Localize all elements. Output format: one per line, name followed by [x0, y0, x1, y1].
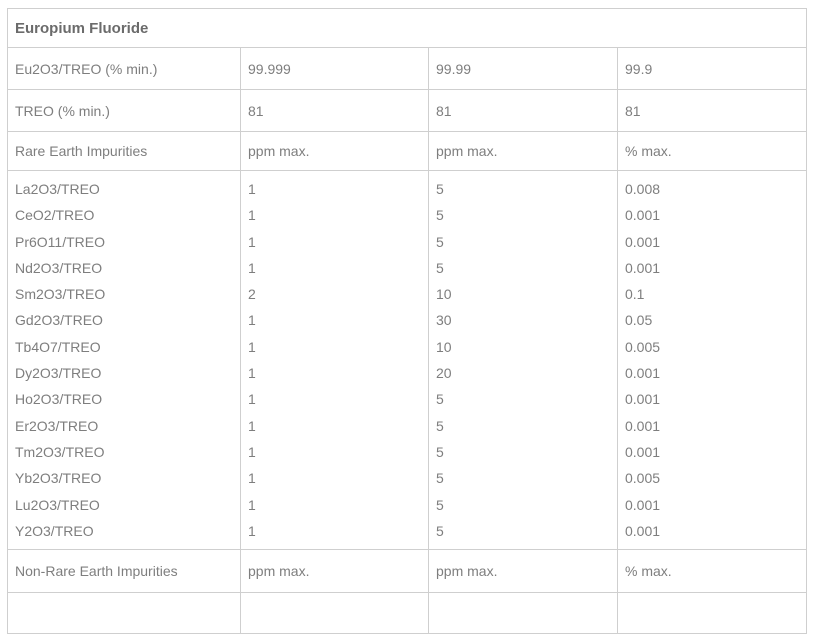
impurity-value: 0.001: [625, 391, 661, 408]
cell-value: 81: [240, 89, 429, 132]
impurity-value: 5: [436, 259, 444, 276]
impurity-value: 0.008: [625, 181, 661, 197]
impurity-value: 0.001: [625, 522, 661, 539]
impurity-value: 0.001: [625, 207, 661, 224]
table-row: Europium Fluoride: [6, 8, 808, 48]
impurity-value: 10: [436, 286, 452, 303]
table-title: Europium Fluoride: [6, 8, 808, 48]
impurity-value: 2: [248, 286, 256, 303]
impurity-name: Y2O3/TREO: [15, 522, 94, 539]
impurity-value: 1: [248, 312, 256, 329]
table-row: Non-Rare Earth Impurities ppm max. ppm m…: [7, 549, 808, 594]
impurity-value: 0.001: [625, 443, 661, 460]
row-label: TREO (% min.): [7, 89, 241, 132]
cell-value: 81: [428, 89, 618, 132]
empty-cell: [428, 592, 618, 634]
impurity-name: Tb4O7/TREO: [15, 338, 101, 355]
impurity-value: 0.001: [625, 417, 661, 434]
impurity-value: 5: [436, 181, 444, 197]
impurity-value: 1: [248, 496, 256, 513]
impurities-block-row: La2O3/TREO CeO2/TREO Pr6O11/TREO Nd2O3/TREO…: [7, 169, 808, 551]
impurity-value: 1: [248, 338, 256, 355]
impurity-value: 5: [436, 233, 444, 250]
impurity-value: 0.005: [625, 470, 661, 487]
impurity-value: 5: [436, 207, 444, 224]
europium-fluoride-spec-table: Europium Fluoride Eu2O3/TREO (% min.) 99…: [6, 8, 808, 634]
impurity-name: Dy2O3/TREO: [15, 365, 102, 382]
group-header-label: Non-Rare Earth Impurities: [7, 549, 241, 594]
unit-header: % max.: [616, 549, 808, 594]
impurity-value: 0.001: [625, 233, 661, 250]
unit-header: % max.: [616, 131, 808, 171]
cell-value: 99.999: [240, 47, 429, 90]
impurity-value: 0.005: [625, 338, 661, 355]
impurity-value: 5: [436, 496, 444, 513]
impurity-value: 10: [436, 338, 452, 355]
unit-header: ppm max.: [240, 131, 429, 171]
table-row: TREO (% min.) 81 81 81: [7, 89, 808, 132]
impurity-value: 5: [436, 391, 444, 408]
spec-table-container: Europium Fluoride Eu2O3/TREO (% min.) 99…: [6, 8, 808, 634]
impurity-value: 0.001: [625, 496, 661, 513]
empty-cell: [240, 592, 429, 634]
impurity-value: 0.05: [625, 312, 653, 329]
impurity-name: La2O3/TREO: [15, 181, 100, 197]
impurity-value: 5: [436, 443, 444, 460]
impurity-name: Yb2O3/TREO: [15, 470, 102, 487]
impurity-name: Lu2O3/TREO: [15, 496, 100, 513]
group-header-label: Rare Earth Impurities: [7, 131, 241, 171]
impurity-value: 0.001: [625, 259, 661, 276]
impurity-names-cell: La2O3/TREO CeO2/TREO Pr6O11/TREO Nd2O3/TREO…: [7, 169, 241, 551]
impurity-value: 1: [248, 365, 256, 382]
impurity-name: Ho2O3/TREO: [15, 391, 103, 408]
table-row: Rare Earth Impurities ppm max. ppm max. …: [7, 131, 808, 171]
impurity-name: Pr6O11/TREO: [15, 233, 105, 250]
impurity-name: Gd2O3/TREO: [15, 312, 103, 329]
impurity-name: Er2O3/TREO: [15, 417, 99, 434]
cell-value: 99.9: [616, 47, 808, 90]
impurity-value: 1: [248, 522, 256, 539]
empty-cell: [7, 592, 241, 634]
impurity-value: 1: [248, 391, 256, 408]
unit-header: ppm max.: [240, 549, 429, 594]
table-row-partial: [7, 592, 808, 634]
impurity-value: 1: [248, 233, 256, 250]
impurity-value: 5: [436, 470, 444, 487]
impurity-values-cell: 1 1 1 1 2 1 1 1 1 1 1 1 1 1: [240, 169, 429, 551]
impurity-values-cell: 5 5 5 5 10 30 10 20 5 5 5 5 5 5: [428, 169, 618, 551]
impurity-name: Nd2O3/TREO: [15, 259, 103, 276]
impurity-value: 1: [248, 470, 256, 487]
unit-header: ppm max.: [428, 549, 618, 594]
empty-cell: [616, 592, 808, 634]
impurity-values-cell: 0.008 0.001 0.001 0.001 0.1 0.05 0.005 0.001 0.0…: [616, 169, 808, 551]
row-label: Eu2O3/TREO (% min.): [7, 47, 241, 90]
impurity-value: 1: [248, 417, 256, 434]
impurity-value: 5: [436, 417, 444, 434]
impurity-name: Tm2O3/TREO: [15, 443, 105, 460]
impurity-value: 30: [436, 312, 452, 329]
impurity-value: 1: [248, 181, 256, 197]
impurity-name: Sm2O3/TREO: [15, 286, 106, 303]
cell-value: 99.99: [428, 47, 618, 90]
impurity-value: 1: [248, 443, 256, 460]
cell-value: 81: [616, 89, 808, 132]
impurity-value: 0.001: [625, 365, 661, 382]
impurity-value: 1: [248, 259, 256, 276]
unit-header: ppm max.: [428, 131, 618, 171]
impurity-value: 20: [436, 365, 452, 382]
impurity-value: 5: [436, 522, 444, 539]
impurity-value: 0.1: [625, 286, 645, 303]
impurity-name: CeO2/TREO: [15, 207, 95, 224]
impurity-value: 1: [248, 207, 256, 224]
table-row: Eu2O3/TREO (% min.) 99.999 99.99 99.9: [7, 47, 808, 90]
